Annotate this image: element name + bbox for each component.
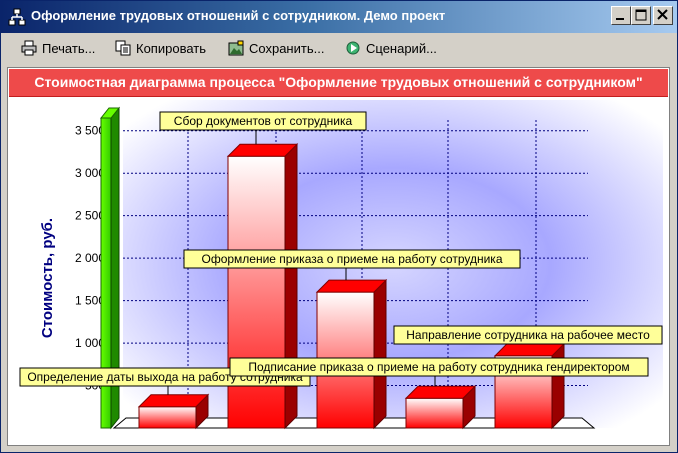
y-tick-label: 2 500 <box>75 209 105 223</box>
chart-title: Стоимостная диаграмма процесса "Оформлен… <box>9 69 668 97</box>
y-tick-label: 2 000 <box>75 251 105 265</box>
scenario-icon <box>346 41 360 55</box>
bar-label-box <box>183 249 521 269</box>
copy-button[interactable]: Копировать <box>115 38 206 58</box>
close-icon <box>657 9 668 20</box>
save-button[interactable]: Сохранить... <box>228 38 324 58</box>
bar-top <box>137 394 210 408</box>
chart-panel: Стоимостная диаграмма процесса "Оформлен… <box>7 67 670 446</box>
y-axis-label: Стоимость, руб. <box>39 218 56 338</box>
print-label: Печать... <box>42 40 96 56</box>
toolbar: Печать... Копировать Сохранить... Сцен <box>1 34 677 61</box>
bar <box>405 397 464 429</box>
bar-label: Подписание приказа о приеме на работу со… <box>248 360 629 374</box>
minimize-icon <box>616 18 624 20</box>
save-image-icon <box>228 40 244 56</box>
bar-label-box <box>159 111 367 131</box>
y-tick-label: 3 000 <box>75 166 105 180</box>
total-bar-top <box>99 107 121 119</box>
bar <box>227 155 286 429</box>
process-tree-icon <box>8 8 26 26</box>
copy-icon <box>115 40 131 56</box>
print-button[interactable]: Печать... <box>21 38 95 58</box>
bar-side <box>373 278 387 430</box>
scenario-button[interactable]: Сценарий... <box>345 38 437 58</box>
close-button[interactable] <box>653 6 673 25</box>
bar-label: Оформление приказа о приеме на работу со… <box>201 252 502 266</box>
title-bar[interactable]: Оформление трудовых отношений с сотрудни… <box>1 1 677 33</box>
bar-top <box>493 343 566 357</box>
bar-labels: Определение даты выхода на работу сотруд… <box>19 111 663 395</box>
copy-label: Копировать <box>136 40 206 56</box>
bar-top <box>315 279 388 293</box>
bar-label-box <box>229 357 649 377</box>
y-tick-label: 1 000 <box>75 336 105 350</box>
scenario-label: Сценарий... <box>366 40 437 56</box>
bar <box>138 406 197 429</box>
bar-label-box <box>393 325 663 345</box>
bar-label: Сбор документов от сотрудника <box>174 114 353 128</box>
bar-side <box>551 342 565 430</box>
printer-icon <box>21 40 37 56</box>
maximize-icon <box>635 9 647 21</box>
bar-label: Направление сотрудника на рабочее место <box>406 328 650 342</box>
window-title: Оформление трудовых отношений с сотрудни… <box>31 8 446 23</box>
y-tick-label: 3 500 <box>75 124 105 138</box>
bar-top <box>226 143 299 157</box>
save-label: Сохранить... <box>249 40 325 56</box>
maximize-button[interactable] <box>631 6 651 25</box>
y-tick-label: 1 500 <box>75 294 105 308</box>
minimize-button[interactable] <box>611 6 631 25</box>
bar-top <box>404 385 477 399</box>
